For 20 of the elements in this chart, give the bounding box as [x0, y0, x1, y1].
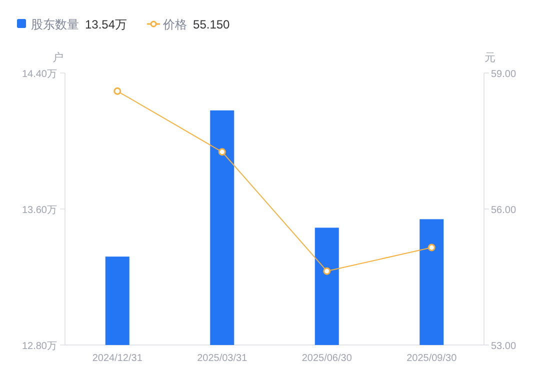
y-tick-label: 13.60万 — [22, 205, 57, 216]
text: 55.150 — [193, 18, 230, 32]
text: 13.54万 — [85, 18, 128, 32]
y-axis-title: 户 — [52, 51, 64, 64]
x-tick-label: 2025/09/30 — [406, 353, 458, 364]
x-tick-label: 2025/06/30 — [302, 353, 352, 364]
point — [428, 244, 436, 252]
y2-tick-label: 59.00 — [491, 69, 516, 80]
y2-tick-label: 56.00 — [491, 205, 516, 216]
legend-label: 股东数量 — [31, 18, 79, 32]
y-tick-label: 14.40万 — [22, 69, 57, 80]
point — [114, 87, 122, 95]
legend-label: 价格 — [162, 18, 188, 32]
point — [323, 267, 331, 275]
point — [218, 148, 226, 156]
x-tick-label: 2025/03/31 — [197, 353, 248, 364]
x-tick-label: 2024/12/31 — [92, 353, 143, 364]
y-tick-label: 12.80万 — [22, 341, 57, 352]
y2-axis-title: 元 — [484, 52, 496, 64]
y2-tick-label: 53.00 — [491, 341, 516, 352]
